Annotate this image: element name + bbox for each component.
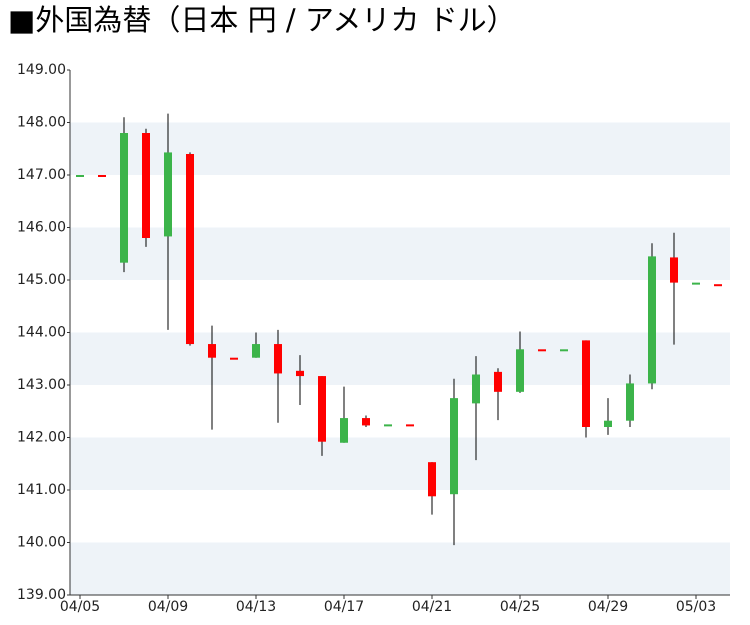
candle-body xyxy=(626,383,634,421)
candle-body xyxy=(428,462,436,497)
candle-body xyxy=(186,154,194,345)
y-tick-label: 145.00 xyxy=(17,272,66,288)
x-tick-label: 04/25 xyxy=(500,599,540,615)
candle-body xyxy=(164,152,172,237)
grid-band xyxy=(70,542,730,595)
y-tick-label: 140.00 xyxy=(17,535,66,551)
x-tick-label: 04/21 xyxy=(412,599,452,615)
candle-body xyxy=(560,349,568,352)
candle-body xyxy=(384,424,392,427)
x-tick-label: 04/13 xyxy=(236,599,276,615)
y-tick-label: 141.00 xyxy=(17,482,66,498)
x-tick-label: 04/09 xyxy=(148,599,188,615)
candle-body xyxy=(450,398,458,495)
y-tick-label: 142.00 xyxy=(17,430,66,446)
x-tick-label: 04/29 xyxy=(588,599,628,615)
y-tick-label: 146.00 xyxy=(17,220,66,236)
candle-body xyxy=(516,349,524,392)
y-tick-label: 143.00 xyxy=(17,377,66,393)
candle-body xyxy=(230,357,238,360)
chart-title: ■外国為替（日本 円 / アメリカ ドル） xyxy=(8,3,516,37)
y-tick-label: 149.00 xyxy=(17,62,66,78)
candle-body xyxy=(76,175,84,177)
candle-body xyxy=(274,344,282,374)
candle-body xyxy=(120,133,128,263)
candle-body xyxy=(98,175,106,177)
candle-body xyxy=(252,344,260,358)
candle-body xyxy=(692,282,700,285)
candle-body xyxy=(406,424,414,427)
x-tick-label: 04/17 xyxy=(324,599,364,615)
y-tick-label: 147.00 xyxy=(17,167,66,183)
candle-body xyxy=(362,418,370,426)
grid-band xyxy=(70,227,730,280)
grid-band xyxy=(70,437,730,490)
candle-body xyxy=(582,340,590,427)
candle-body xyxy=(472,374,480,404)
candle-body xyxy=(714,284,722,287)
candle-body xyxy=(142,133,150,238)
x-tick-label: 05/03 xyxy=(676,599,716,615)
candle-body xyxy=(604,420,612,427)
x-tick-label: 04/05 xyxy=(60,599,100,615)
grid-band xyxy=(70,332,730,385)
candle-body xyxy=(538,349,546,352)
candle-body xyxy=(318,376,326,442)
grid-band xyxy=(70,122,730,175)
candle-body xyxy=(296,370,304,377)
candle-body xyxy=(340,418,348,443)
candle-body xyxy=(208,344,216,358)
y-tick-label: 148.00 xyxy=(17,115,66,131)
candle-body xyxy=(494,371,502,392)
candle-body xyxy=(670,257,678,283)
y-tick-label: 139.00 xyxy=(17,587,66,603)
candle-body xyxy=(648,256,656,384)
y-tick-label: 144.00 xyxy=(17,325,66,341)
